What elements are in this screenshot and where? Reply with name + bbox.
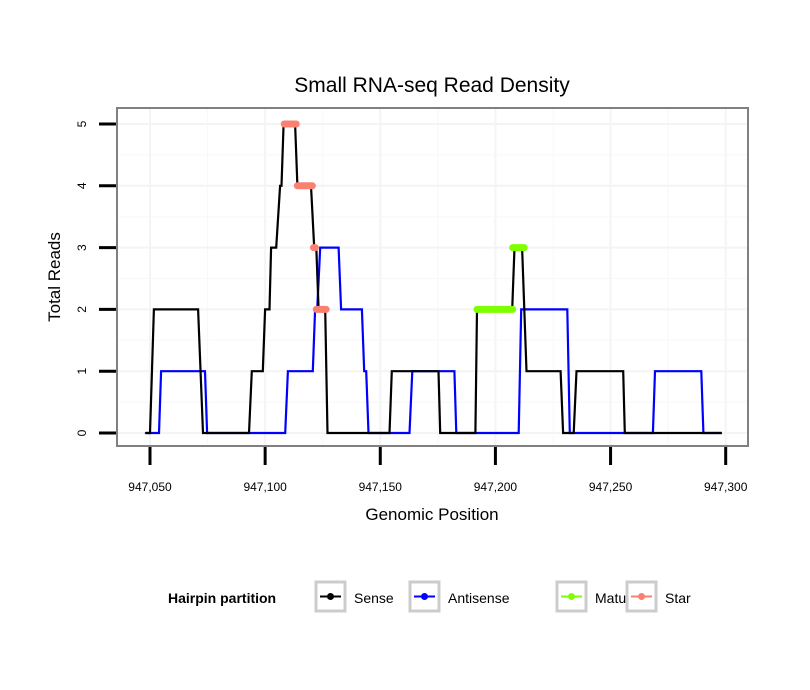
x-axis-title: Genomic Position — [365, 505, 498, 524]
legend-item-sense: Sense — [314, 580, 394, 613]
legend-label-star: Star — [665, 590, 691, 606]
series-layer — [144, 120, 722, 435]
chart-title: Small RNA-seq Read Density — [294, 74, 570, 97]
plot-panel — [117, 108, 748, 446]
panel-border — [116, 107, 749, 447]
y-tick-label: 3 — [75, 244, 89, 251]
legend-item-antisense: Antisense — [408, 580, 510, 613]
legend-title: Hairpin partition — [168, 590, 276, 606]
legend-key-point — [638, 593, 645, 600]
x-tick-label: 947,300 — [704, 480, 748, 494]
x-tick-label: 947,150 — [359, 480, 403, 494]
x-axis: 947,050 947,100 947,150 947,200 947,250 947,3… — [128, 446, 748, 494]
legend-label-antisense: Antisense — [448, 590, 510, 606]
x-tick-label: 947,100 — [243, 480, 287, 494]
y-tick-label: 5 — [75, 120, 89, 127]
y-tick-label: 1 — [75, 368, 89, 375]
x-tick-label: 947,200 — [474, 480, 518, 494]
legend-item-star: Star — [625, 580, 691, 613]
y-tick-label: 2 — [75, 306, 89, 313]
legend: Hairpin partition Sense Antisense Mature St… — [168, 580, 691, 613]
y-axis-title: Total Reads — [45, 232, 64, 322]
legend-key-point — [327, 593, 334, 600]
panel-background — [117, 108, 748, 446]
legend-key-point — [421, 593, 428, 600]
y-axis: 0 1 2 3 4 5 — [75, 120, 117, 436]
legend-key-point — [568, 593, 575, 600]
x-tick-label: 947,250 — [589, 480, 633, 494]
y-tick-label: 4 — [75, 182, 89, 189]
legend-label-sense: Sense — [354, 590, 394, 606]
series-line-antisense — [144, 246, 722, 435]
y-tick-label: 0 — [75, 429, 89, 436]
x-tick-label: 947,050 — [128, 480, 172, 494]
series-line-sense — [146, 122, 722, 435]
